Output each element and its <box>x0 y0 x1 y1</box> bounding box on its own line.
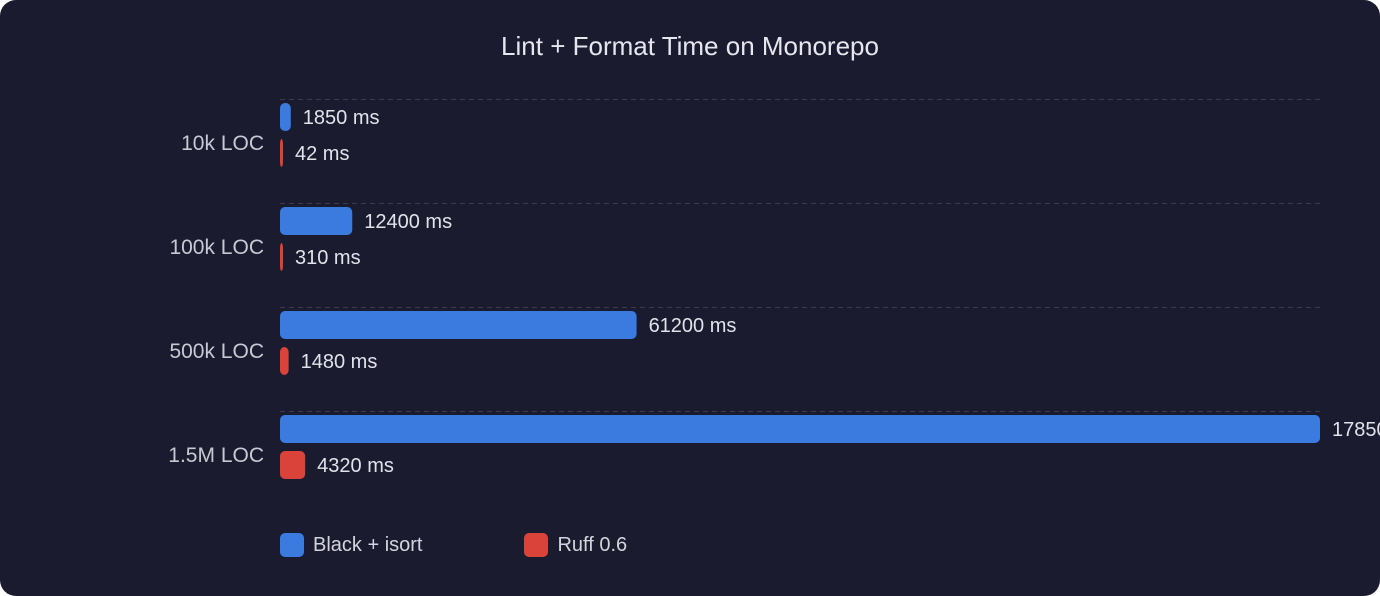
data-label-ruff-0-6-1-5m-loc: 4320 ms <box>317 455 394 477</box>
legend: Black + isort Ruff 0.6 <box>280 533 729 557</box>
bar-black-isort-500k-loc <box>280 311 637 339</box>
bar-black-isort-100k-loc <box>280 207 353 235</box>
legend-item-ruff[interactable]: Ruff 0.6 <box>524 533 627 557</box>
data-label-black-isort-500k-loc: 61200 ms <box>649 315 737 337</box>
bar-black-isort-10k-loc <box>280 103 291 131</box>
bar-ruff-0-6-100k-loc <box>280 243 283 271</box>
category-label-10k-loc: 10k LOC <box>181 132 264 155</box>
bar-ruff-0-6-1-5m-loc <box>280 451 306 479</box>
data-label-black-isort-100k-loc: 12400 ms <box>364 211 452 233</box>
data-label-ruff-0-6-100k-loc: 310 ms <box>295 247 361 269</box>
bar-black-isort-1-5m-loc <box>280 415 1320 443</box>
data-label-black-isort-1-5m-loc: 178500 ms <box>1332 419 1380 441</box>
legend-item-black-isort[interactable]: Black + isort <box>280 533 422 557</box>
bar-ruff-0-6-10k-loc <box>280 139 283 167</box>
legend-label-ruff: Ruff 0.6 <box>557 534 628 556</box>
category-label-100k-loc: 100k LOC <box>169 236 264 259</box>
data-label-ruff-0-6-500k-loc: 1480 ms <box>301 351 378 373</box>
data-label-ruff-0-6-10k-loc: 42 ms <box>295 143 349 165</box>
chart-title: Lint + Format Time on Monorepo <box>501 31 879 61</box>
legend-swatch-ruff <box>524 533 549 557</box>
category-label-500k-loc: 500k LOC <box>169 340 264 363</box>
data-label-black-isort-10k-loc: 1850 ms <box>303 107 380 129</box>
category-label-1-5m-loc: 1.5M LOC <box>168 444 264 467</box>
legend-swatch-black-isort <box>280 533 304 557</box>
bar-ruff-0-6-500k-loc <box>280 347 289 375</box>
legend-label-black-isort: Black + isort <box>313 534 423 556</box>
